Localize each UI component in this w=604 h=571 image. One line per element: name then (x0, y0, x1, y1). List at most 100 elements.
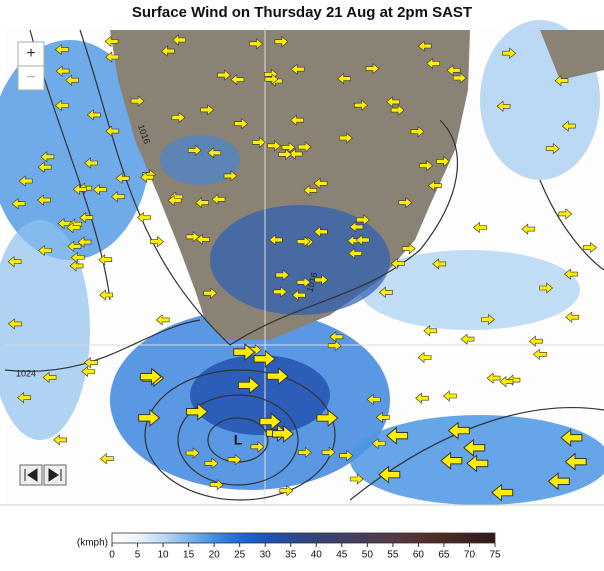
wind-arrow (66, 222, 81, 234)
colorbar-tick-label: 0 (109, 550, 115, 561)
colorbar-tick-label: 40 (311, 550, 323, 561)
wind-arrow (138, 408, 161, 427)
wind-arrow (234, 118, 249, 130)
wind-arrow (339, 450, 354, 462)
wind-arrow (207, 147, 222, 159)
wind-arrow (81, 365, 96, 378)
wind-arrow (561, 120, 576, 132)
wind-arrow (486, 372, 501, 384)
wind-arrow (366, 393, 381, 406)
wind-arrow (92, 184, 107, 196)
wind-arrow (104, 35, 119, 48)
wind-arrow (230, 73, 245, 86)
wind-arrow (167, 194, 182, 207)
wind-arrow (442, 390, 457, 402)
wind-arrow (196, 233, 210, 246)
wind-arrow (386, 426, 409, 445)
legend-unit: (kmph) (77, 538, 108, 549)
isobar (144, 369, 336, 501)
wind-arrow (417, 40, 432, 52)
wind-arrow (426, 57, 441, 70)
wind-arrow (436, 155, 451, 168)
step-forward-icon (48, 468, 62, 482)
wind-arrow (288, 148, 303, 160)
wind-patch (160, 135, 240, 185)
wind-arrow (356, 214, 370, 226)
wind-arrow (223, 170, 238, 182)
wind-arrow (560, 428, 583, 447)
wind-arrows (7, 34, 597, 502)
wind-arrow (140, 171, 154, 183)
wind-arrow (274, 36, 289, 48)
colorbar-tick-label: 50 (362, 550, 374, 561)
wind-arrow (338, 132, 353, 144)
wind-arrow (545, 142, 560, 155)
wind-arrow (521, 223, 536, 235)
wind-arrow (281, 141, 296, 154)
wind-arrow (327, 340, 342, 352)
wind-arrow (355, 234, 370, 246)
wind-arrow (349, 473, 364, 485)
wind-arrow (155, 314, 170, 326)
low-label: L (234, 432, 243, 448)
map: 1016 1016 1024 L + − (0, 20, 604, 505)
wind-arrow (105, 51, 120, 63)
wind-arrow (386, 96, 400, 108)
wind-arrow (314, 274, 329, 286)
colorbar-tick-label: 35 (285, 550, 297, 561)
land (540, 30, 604, 80)
wind-arrow (273, 286, 288, 298)
wind-arrow (98, 254, 113, 266)
wind-arrow (528, 335, 543, 347)
wind-arrow (565, 311, 580, 323)
wind-arrow (427, 179, 442, 192)
wind-arrow (54, 43, 69, 56)
wind-arrow (290, 63, 305, 75)
wind-arrow (171, 111, 186, 124)
wind-arrow (217, 69, 231, 81)
wind-arrow (18, 175, 33, 187)
wind-arrow (84, 356, 98, 369)
zoom-in-button[interactable] (17, 41, 45, 67)
wind-arrow (390, 104, 405, 116)
zoom-in[interactable]: + (26, 45, 35, 62)
colorbar-tick-label: 5 (135, 550, 141, 561)
wind-arrow (417, 351, 432, 364)
wind-arrow (251, 136, 266, 148)
colorbar-tick-label: 10 (158, 550, 170, 561)
wind-arrow (249, 38, 263, 50)
legend: 0 5 10 15 20 25 30 35 40 45 50 55 60 65 70 75 (109, 532, 501, 561)
wind-arrow (70, 251, 85, 264)
wind-arrow (539, 282, 554, 294)
wind-arrow (316, 408, 339, 428)
wind-arrow (253, 349, 276, 368)
wind-arrow (37, 161, 52, 173)
colorbar-tick-label: 70 (464, 550, 476, 561)
zoom-out-button[interactable] (17, 65, 45, 91)
wind-arrow (371, 437, 386, 450)
wind-arrow (7, 256, 22, 268)
wind-arrow (11, 198, 26, 210)
zoom-out[interactable]: − (26, 69, 35, 86)
colorbar-tick-label: 55 (387, 550, 399, 561)
wind-arrow (297, 446, 312, 459)
wind-arrow (533, 348, 547, 360)
wind-arrow (296, 235, 311, 248)
wind-arrow (313, 177, 328, 189)
wind-arrow (275, 269, 290, 281)
wind-arrow (354, 99, 368, 111)
wind-arrow (321, 446, 336, 458)
wind-arrow (67, 240, 82, 252)
wind-arrow (209, 479, 224, 491)
wind-arrow (348, 247, 363, 260)
wind-arrow (268, 234, 283, 246)
wind-patch (210, 205, 390, 315)
step-back-icon (24, 468, 38, 482)
wind-arrow (233, 343, 256, 362)
wind-arrow (499, 376, 514, 388)
wind-arrow (69, 260, 84, 272)
colorbar-tick-label: 30 (260, 550, 272, 561)
wind-arrow (264, 73, 279, 85)
wind-arrow (185, 231, 200, 243)
